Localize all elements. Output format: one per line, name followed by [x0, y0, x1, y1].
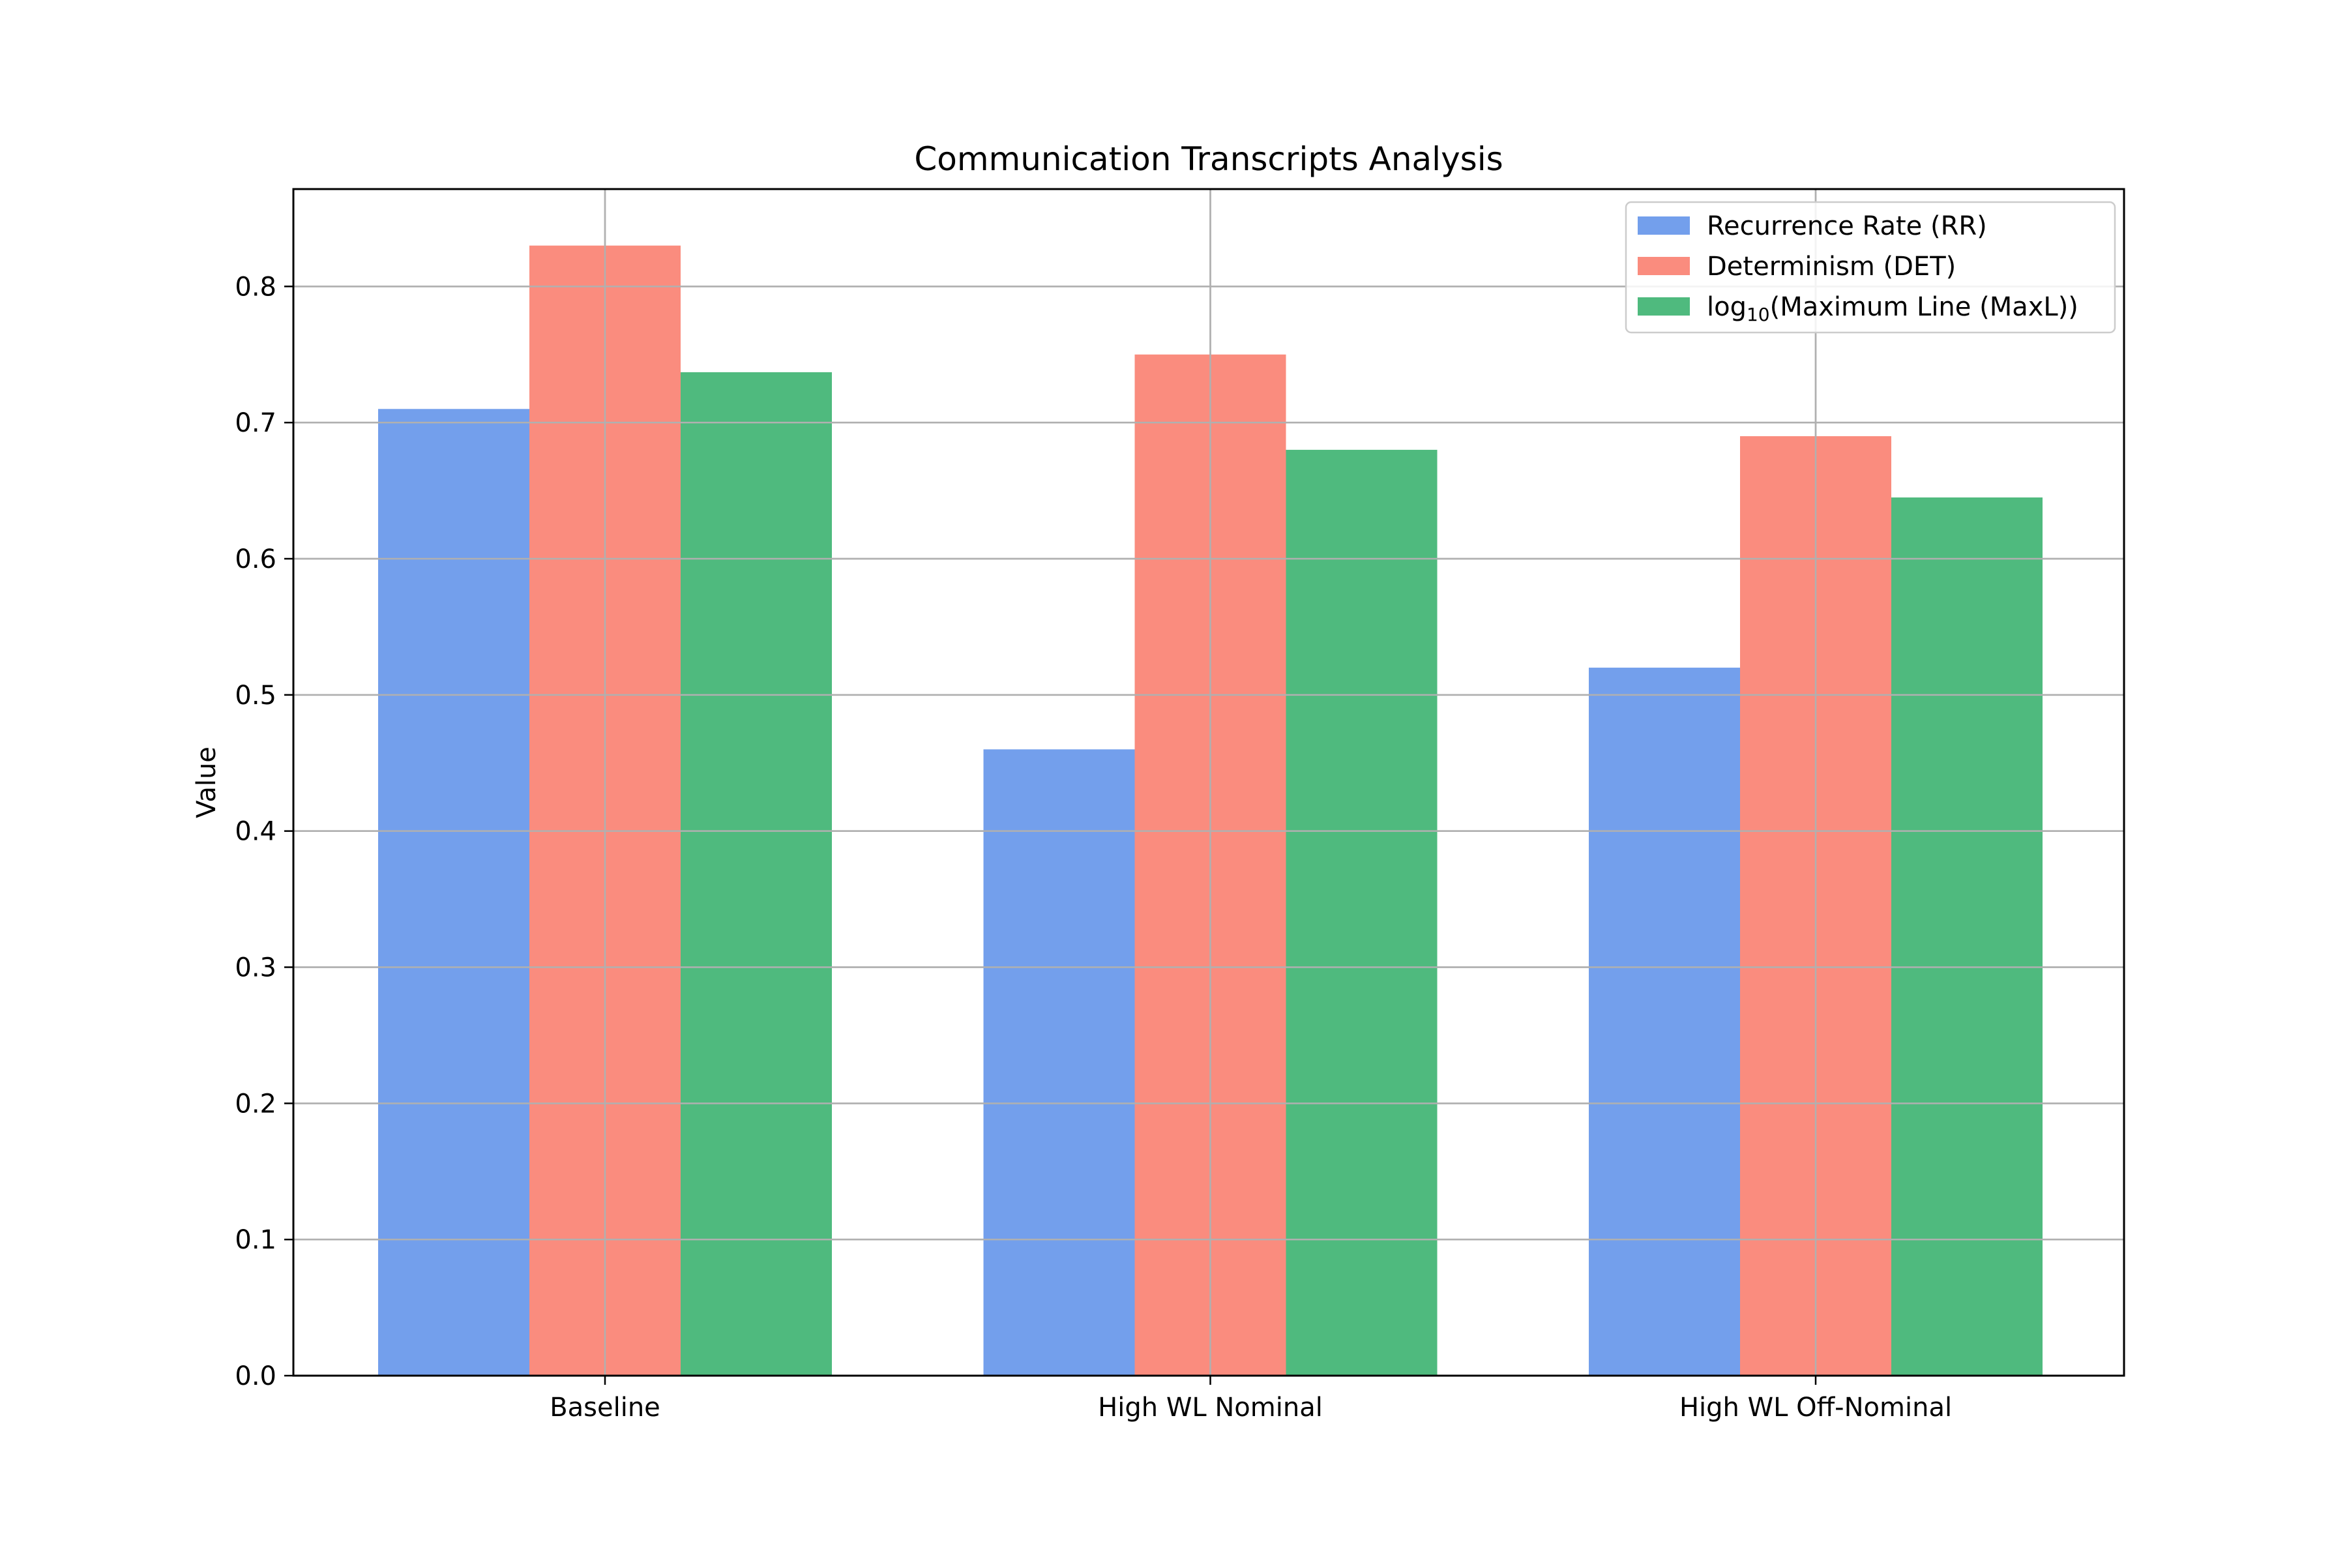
bars — [293, 189, 2124, 1377]
x-tick-label: High WL Off-Nominal — [1679, 1393, 1952, 1423]
bar-3-1 — [681, 372, 832, 1376]
legend-box — [1625, 201, 2116, 334]
y-tick-label: 0.3 — [235, 953, 276, 983]
y-axis-label: Value — [192, 747, 222, 818]
legend-label-text: (Maximum Line (MaxL)) — [1770, 292, 2078, 322]
legend-swatch — [1638, 257, 1690, 275]
bar-1-2 — [983, 749, 1135, 1376]
y-tick-label: 0.1 — [235, 1225, 276, 1255]
y-tick-label: 0.2 — [235, 1089, 276, 1119]
x-tick-label: Baseline — [550, 1393, 660, 1423]
axes: 0.0 0.1 0.2 0.3 0.4 0.5 0.6 0.7 0.8 Baseline High … — [235, 188, 2125, 1423]
legend-swatch — [1638, 297, 1690, 316]
legend-label-subscript: 10 — [1747, 304, 1770, 325]
legend-label: log10(Maximum Line (MaxL)) — [1707, 292, 2078, 325]
legend-label: Determinism (DET) — [1707, 252, 1956, 282]
legend: Recurrence Rate (RR) Determinism (DET) log… — [1625, 201, 2116, 334]
x-tick-label: High WL Nominal — [1098, 1393, 1323, 1423]
plot-frame — [292, 188, 2125, 1377]
chart-title: Communication Transcripts Analysis — [914, 140, 1503, 178]
bar-1-3 — [1589, 668, 1740, 1376]
bar-3-3 — [1891, 497, 2043, 1376]
y-tick-label: 0.5 — [235, 681, 276, 711]
legend-label-prefix: log — [1707, 292, 1747, 322]
legend-label: Recurrence Rate (RR) — [1707, 211, 1987, 241]
y-tick-label: 0.8 — [235, 272, 276, 302]
y-tick-label: 0.0 — [235, 1361, 276, 1391]
bar-1-1 — [378, 409, 529, 1376]
legend-swatch — [1638, 216, 1690, 235]
bar-3-2 — [1286, 449, 1438, 1376]
y-tick-label: 0.7 — [235, 408, 276, 438]
y-tick-label: 0.4 — [235, 817, 276, 847]
y-tick-label: 0.6 — [235, 544, 276, 574]
